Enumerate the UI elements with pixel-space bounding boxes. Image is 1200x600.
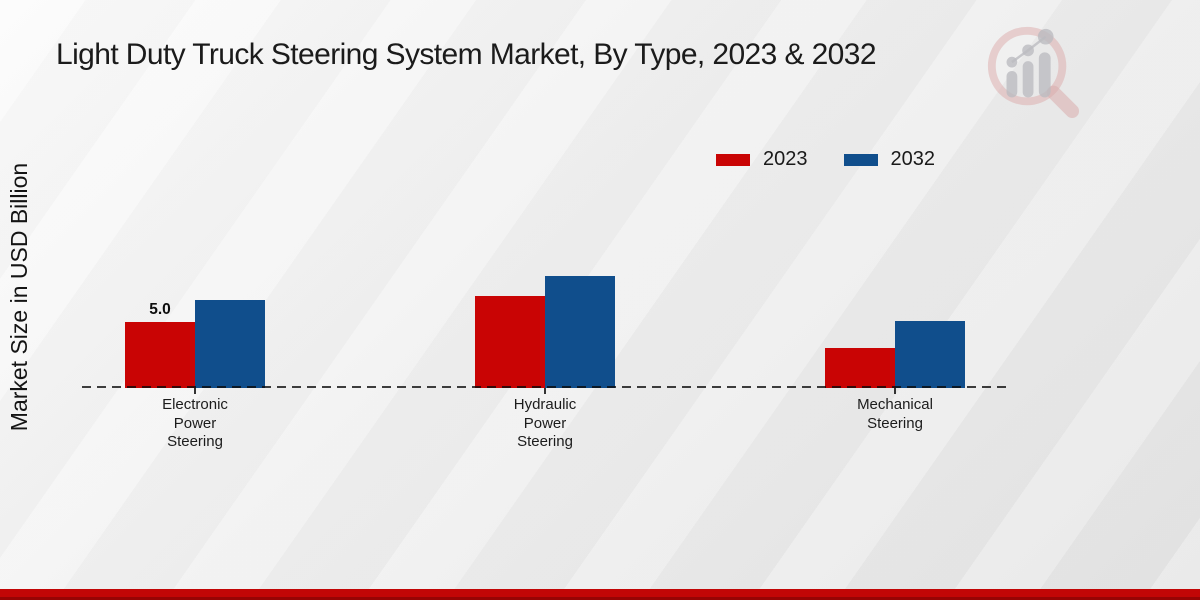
legend-label-2032: 2032 bbox=[890, 148, 936, 170]
bar-2032-category-0 bbox=[195, 300, 265, 388]
bar-2023-category-0 bbox=[125, 322, 195, 388]
category-label-2: Mechanical Steering bbox=[857, 396, 933, 432]
legend-swatch-2023 bbox=[716, 153, 750, 166]
legend: 2023 2032 bbox=[716, 148, 935, 171]
legend-label-2023: 2023 bbox=[763, 148, 808, 170]
category-label-1: Hydraulic Power Steering bbox=[513, 396, 577, 450]
growth-trend-line-icon bbox=[1011, 35, 1047, 64]
category-label-0: Electronic Power Steering bbox=[162, 396, 228, 450]
x-axis-tick bbox=[894, 388, 896, 394]
bar-value-label: 5.0 bbox=[149, 301, 171, 318]
legend-swatch-2032 bbox=[843, 153, 878, 166]
x-axis-tick bbox=[194, 388, 196, 394]
x-axis-tick bbox=[544, 388, 546, 394]
bar-2023-category-2 bbox=[825, 348, 895, 388]
x-axis-baseline bbox=[82, 386, 1007, 388]
footer-red-band bbox=[0, 589, 1200, 600]
magnifier-handle-icon bbox=[1046, 85, 1080, 118]
bar-2023-category-1 bbox=[475, 296, 545, 388]
brand-watermark-logo bbox=[987, 26, 1080, 118]
bar-2032-category-1 bbox=[545, 276, 615, 388]
bar-2032-category-2 bbox=[895, 321, 965, 388]
magnifier-lens-icon bbox=[987, 26, 1067, 106]
chart-title: Light Duty Truck Steering System Market,… bbox=[56, 38, 877, 71]
y-axis-label: Market Size in USD Billion bbox=[6, 162, 32, 432]
